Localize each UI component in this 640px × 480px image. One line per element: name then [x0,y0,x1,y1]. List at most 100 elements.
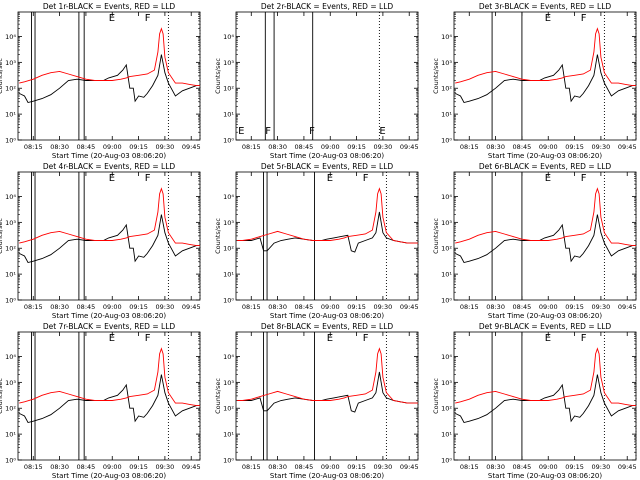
event-marker-e: E [109,173,115,184]
x-tick-label: 08:15 [242,303,261,311]
x-tick-label: 09:45 [182,143,201,151]
x-tick-label: 08:30 [50,463,69,471]
x-tick-label: 08:45 [295,303,314,311]
x-tick-label: 08:45 [77,463,96,471]
x-axis-label: Start Time (20-Aug-03 08:06:20) [52,472,166,480]
x-tick-label: 09:30 [374,143,393,151]
x-tick-label: 09:45 [400,303,419,311]
panel-7: Det 7r-BLACK = Events, RED = LLD 10⁰ 10¹ 10… [0,322,201,480]
x-tick-label: 08:30 [268,143,287,151]
x-tick-label: 08:15 [460,143,479,151]
x-tick-label: 08:30 [486,303,505,311]
y-tick-label: 10⁰ [5,297,16,305]
y-tick-label: 10¹ [441,111,452,119]
x-tick-label: 09:45 [182,463,201,471]
y-axis-label: Counts/sec [0,58,4,94]
x-tick-label: 09:00 [103,463,122,471]
y-axis-label: Counts/sec [0,218,4,254]
y-tick-label: 10⁴ [441,33,452,41]
event-marker-f: F [363,173,369,184]
x-tick-label: 08:30 [486,143,505,151]
y-tick-label: 10¹ [223,271,234,279]
y-tick-label: 10⁴ [223,33,234,41]
y-tick-label: 10⁰ [223,297,234,305]
y-tick-label: 10⁴ [223,193,234,201]
x-tick-label: 08:30 [50,303,69,311]
x-axis-label: Start Time (20-Aug-03 08:06:20) [52,312,166,320]
event-marker-f: F [581,333,587,344]
panel-title: Det 2r-BLACK = Events, RED = LLD [261,2,394,11]
x-tick-label: 09:45 [618,463,637,471]
x-tick-label: 08:45 [513,303,532,311]
x-tick-label: 08:45 [77,143,96,151]
y-tick-label: 10¹ [5,111,16,119]
y-tick-label: 10³ [441,59,452,67]
x-tick-label: 09:30 [374,463,393,471]
y-tick-label: 10⁴ [5,193,16,201]
x-tick-label: 09:15 [565,303,584,311]
event-marker-f: F [309,126,315,137]
x-tick-label: 09:15 [129,143,148,151]
y-tick-label: 10² [5,245,16,253]
event-marker-f: F [145,13,151,24]
x-tick-label: 08:30 [50,143,69,151]
lld-series-line [237,187,418,244]
x-tick-label: 09:00 [321,303,340,311]
x-tick-label: 08:15 [24,143,43,151]
lld-series-line [455,347,636,407]
x-tick-label: 09:15 [347,463,366,471]
y-tick-label: 10² [223,245,234,253]
y-tick-label: 10³ [5,219,16,227]
y-tick-label: 10¹ [5,271,16,279]
events-series-line [237,211,418,253]
y-tick-label: 10³ [223,59,234,67]
x-tick-label: 08:30 [486,463,505,471]
x-tick-label: 09:00 [321,463,340,471]
panel-6: Det 6r-BLACK = Events, RED = LLD 10⁰ 10¹ 10… [432,162,637,320]
y-tick-label: 10⁰ [441,457,452,465]
event-marker-f: F [363,333,369,344]
lld-series-line [455,187,636,247]
y-axis-label: Counts/sec [432,218,440,254]
y-tick-label: 10¹ [223,111,234,119]
y-tick-label: 10³ [223,219,234,227]
x-tick-label: 09:45 [618,143,637,151]
y-tick-label: 10⁴ [5,33,16,41]
y-tick-label: 10² [5,85,16,93]
events-series-line [455,374,636,424]
x-tick-label: 08:45 [295,143,314,151]
x-axis-label: Start Time (20-Aug-03 08:06:20) [270,152,384,160]
y-tick-label: 10² [441,245,452,253]
lld-series-line [19,187,200,247]
x-tick-label: 08:15 [242,463,261,471]
x-tick-label: 09:15 [129,463,148,471]
x-tick-label: 08:30 [268,463,287,471]
x-tick-label: 09:00 [539,463,558,471]
event-marker-f: F [581,13,587,24]
x-tick-label: 09:30 [156,463,175,471]
x-tick-label: 09:30 [592,303,611,311]
x-tick-label: 09:00 [321,143,340,151]
event-marker-e: E [545,333,551,344]
x-tick-label: 09:30 [592,143,611,151]
y-tick-label: 10⁰ [223,457,234,465]
x-tick-label: 09:00 [103,143,122,151]
y-tick-label: 10² [223,85,234,93]
y-tick-label: 10⁰ [5,457,16,465]
y-tick-label: 10³ [5,379,16,387]
x-axis-label: Start Time (20-Aug-03 08:06:20) [488,472,602,480]
event-marker-e: E [109,333,115,344]
x-tick-label: 09:00 [103,303,122,311]
x-tick-label: 09:45 [182,303,201,311]
y-tick-label: 10⁴ [223,353,234,361]
panel-title: Det 9r-BLACK = Events, RED = LLD [479,322,612,331]
y-tick-label: 10⁰ [223,137,234,145]
event-marker-e: E [545,173,551,184]
events-series-line [19,374,200,424]
x-tick-label: 09:15 [129,303,148,311]
y-tick-label: 10² [441,405,452,413]
events-series-line [19,54,200,104]
y-tick-label: 10³ [5,59,16,67]
x-tick-label: 09:30 [156,143,175,151]
